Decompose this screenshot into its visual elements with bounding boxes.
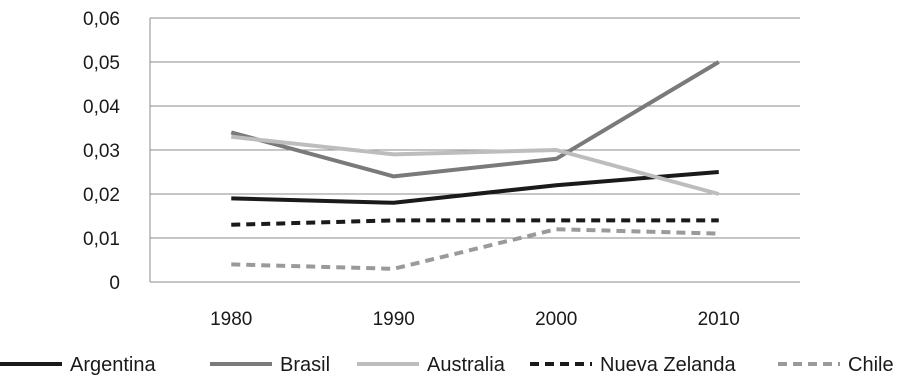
- legend-label: Argentina: [70, 354, 156, 376]
- x-tick-label: 1990: [373, 309, 415, 330]
- legend-label: Nueva Zelanda: [600, 354, 737, 376]
- y-axis-tick-labels: 0 0,01 0,02 0,03 0,04 0,05 0,06: [83, 9, 120, 294]
- y-tick-label: 0,05: [83, 53, 120, 74]
- y-tick-label: 0: [109, 273, 120, 294]
- grid-lines: [149, 17, 800, 283]
- y-tick-label: 0,03: [83, 141, 120, 162]
- series-line-australia: [231, 134, 720, 196]
- x-tick-label: 1980: [210, 309, 252, 330]
- y-tick-label: 0,04: [83, 97, 120, 118]
- series-line-nueva-zelanda: [231, 218, 719, 227]
- series-line-argentina: [231, 170, 719, 205]
- x-tick-label: 2010: [698, 309, 740, 330]
- series-lines: [230, 60, 720, 271]
- y-tick-label: 0,06: [83, 9, 120, 30]
- y-tick-label: 0,01: [83, 229, 120, 250]
- legend: Argentina Brasil Australia Nueva Zelanda Chi…: [0, 354, 894, 376]
- x-axis-tick-labels: 1980 1990 2000 2010: [210, 309, 740, 330]
- legend-label: Brasil: [280, 354, 330, 376]
- legend-label: Chile: [848, 354, 894, 376]
- y-tick-label: 0,02: [83, 185, 120, 206]
- series-line-brasil: [230, 60, 720, 179]
- series-line-chile: [231, 227, 719, 271]
- x-tick-label: 2000: [535, 309, 577, 330]
- legend-label: Australia: [427, 354, 506, 376]
